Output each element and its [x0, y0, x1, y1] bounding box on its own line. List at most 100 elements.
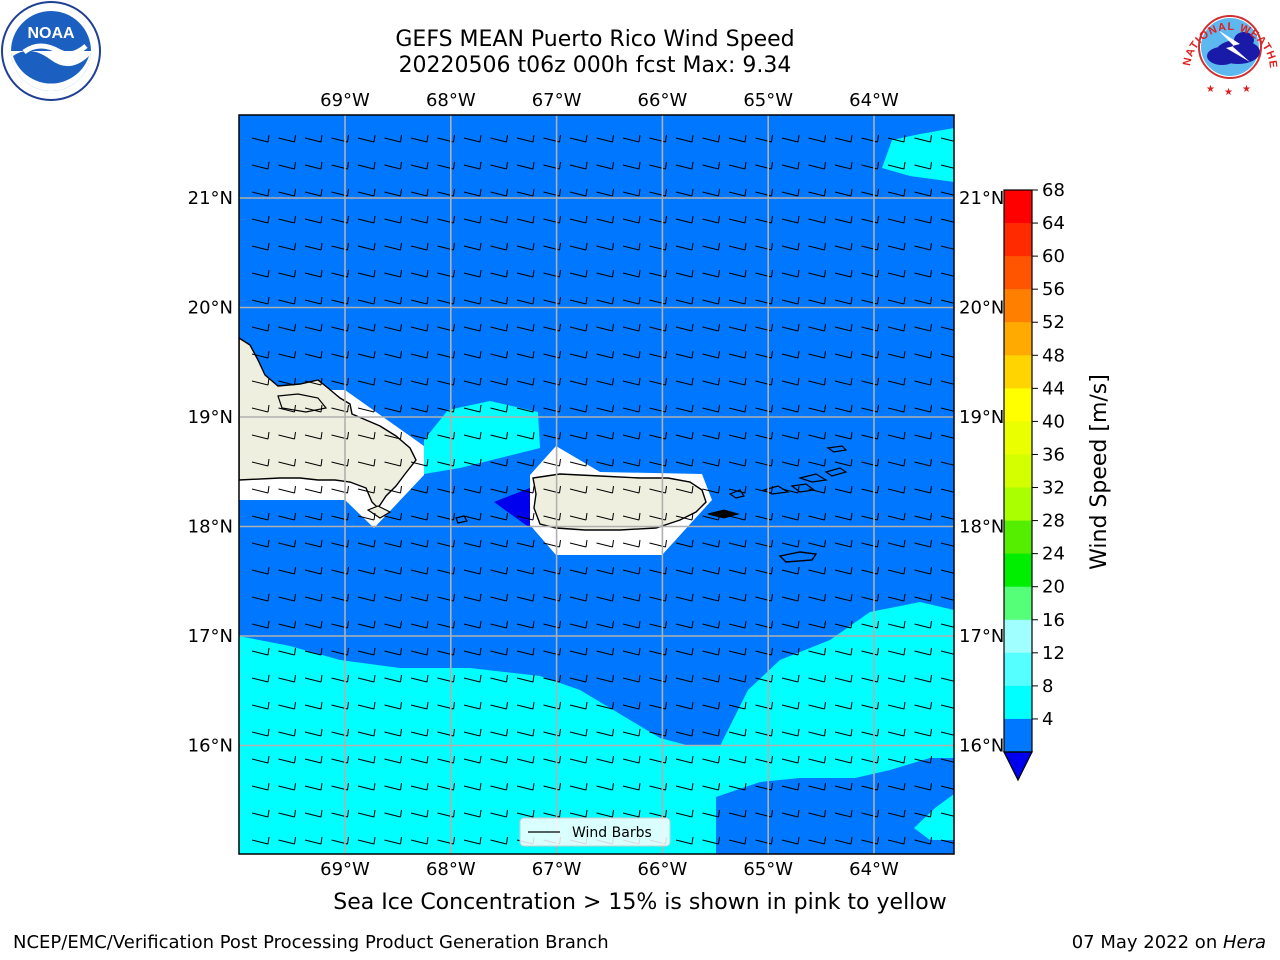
- wind-barb: [251, 755, 270, 764]
- wind-barb: [384, 269, 402, 278]
- wind-barb: [384, 485, 402, 494]
- wind-barb: [516, 809, 535, 818]
- wind-barb: [516, 593, 535, 602]
- wind-barb: [463, 431, 482, 440]
- wind-barb: [622, 647, 641, 656]
- wind-barb: [834, 431, 853, 440]
- wind-barb: [490, 593, 508, 602]
- wind-barb: [384, 809, 402, 818]
- wind-barb: [304, 404, 323, 413]
- wind-barb: [490, 836, 508, 845]
- wind-barb: [596, 782, 614, 791]
- wind-barb: [251, 782, 270, 791]
- wind-barb: [728, 485, 747, 494]
- lon-labels-top: 69°W 68°W 67°W 66°W 65°W 64°W: [320, 90, 899, 111]
- wind-barb: [251, 809, 270, 818]
- wind-barb: [384, 242, 402, 251]
- wind-barb: [490, 242, 508, 251]
- wind-barb: [569, 647, 588, 656]
- wind-barb: [622, 323, 641, 332]
- wind-barb: [940, 218, 954, 223]
- svg-text:★: ★: [1206, 84, 1215, 95]
- wind-barb: [463, 188, 482, 197]
- land-mona: [455, 515, 468, 524]
- wind-barb: [569, 809, 588, 818]
- wind-barb: [940, 434, 954, 439]
- colorbar-segment: [1004, 619, 1032, 654]
- wind-barb: [622, 188, 641, 197]
- wind-barb: [490, 404, 508, 413]
- wind-barb: [410, 539, 429, 548]
- wind-barb: [490, 674, 508, 683]
- wind-barb: [410, 593, 429, 602]
- wind-barb: [251, 458, 270, 467]
- wind-barb: [596, 350, 614, 359]
- colorbar-segment: [1004, 256, 1032, 290]
- wind-barb: [887, 701, 906, 710]
- wind-barb: [728, 431, 747, 440]
- colorbar-tick-label: 32: [1042, 478, 1065, 499]
- wind-barb: [304, 566, 323, 575]
- wind-barb: [914, 458, 932, 467]
- map-frame: [238, 114, 955, 855]
- wind-barb: [834, 593, 853, 602]
- wind-barb: [781, 215, 800, 224]
- wind-barb: [278, 458, 296, 467]
- wind-barb: [808, 539, 826, 548]
- wind-barb: [675, 377, 694, 386]
- wind-barb: [702, 782, 720, 791]
- wind-barb: [251, 269, 270, 278]
- colorbar-frame: [1003, 189, 1033, 753]
- wind-barb: [463, 620, 482, 629]
- land-tortola: [797, 473, 828, 483]
- wind-barb: [490, 566, 508, 575]
- wind-barb: [622, 242, 641, 251]
- wind-barb: [384, 647, 402, 656]
- wind-barb: [728, 647, 747, 656]
- wind-barb: [410, 296, 429, 305]
- wind-barb: [702, 539, 720, 548]
- wind-barb: [781, 323, 800, 332]
- wind-barb: [622, 161, 641, 170]
- wind-barb: [702, 323, 720, 332]
- wind-barb: [861, 755, 879, 764]
- wind-barb: [728, 782, 747, 791]
- wind-barb: [490, 377, 508, 386]
- wind-barb: [675, 566, 694, 575]
- wind-barb: [251, 701, 270, 710]
- wind-barb: [304, 458, 323, 467]
- wind-barb: [702, 134, 720, 143]
- wind-barb: [728, 215, 747, 224]
- wind-barb: [728, 836, 747, 845]
- wind-barb: [251, 431, 270, 440]
- contour-cyan-se: [914, 794, 954, 840]
- wind-barb: [728, 566, 747, 575]
- wind-barb: [490, 431, 508, 440]
- wind-barb: [251, 215, 270, 224]
- wind-barb: [622, 458, 641, 467]
- wind-barb: [463, 566, 482, 575]
- wind-barb: [808, 809, 826, 818]
- footer-date: 07 May 2022 on Hera: [1072, 932, 1266, 953]
- colorbar-segment: [1004, 223, 1032, 257]
- wind-barb: [702, 188, 720, 197]
- wind-barb: [490, 269, 508, 278]
- wind-barb: [251, 404, 270, 413]
- wind-barb: [940, 650, 954, 655]
- wind-barb: [887, 296, 906, 305]
- wind-barb: [861, 728, 879, 737]
- wind-barb: [569, 566, 588, 575]
- colorbar-tick-label: 8: [1042, 676, 1053, 697]
- wind-barb: [622, 431, 641, 440]
- wind-barb: [622, 404, 641, 413]
- wind-barb: [490, 458, 508, 467]
- wind-barb: [516, 512, 535, 521]
- wind-barb: [887, 755, 906, 764]
- wind-barb: [569, 431, 588, 440]
- wind-barb: [702, 458, 720, 467]
- wind-barb: [781, 566, 800, 575]
- colorbar-tick-label: 16: [1042, 610, 1065, 631]
- wind-barb: [516, 161, 535, 170]
- wind-barb: [516, 728, 535, 737]
- wind-barb: [304, 269, 323, 278]
